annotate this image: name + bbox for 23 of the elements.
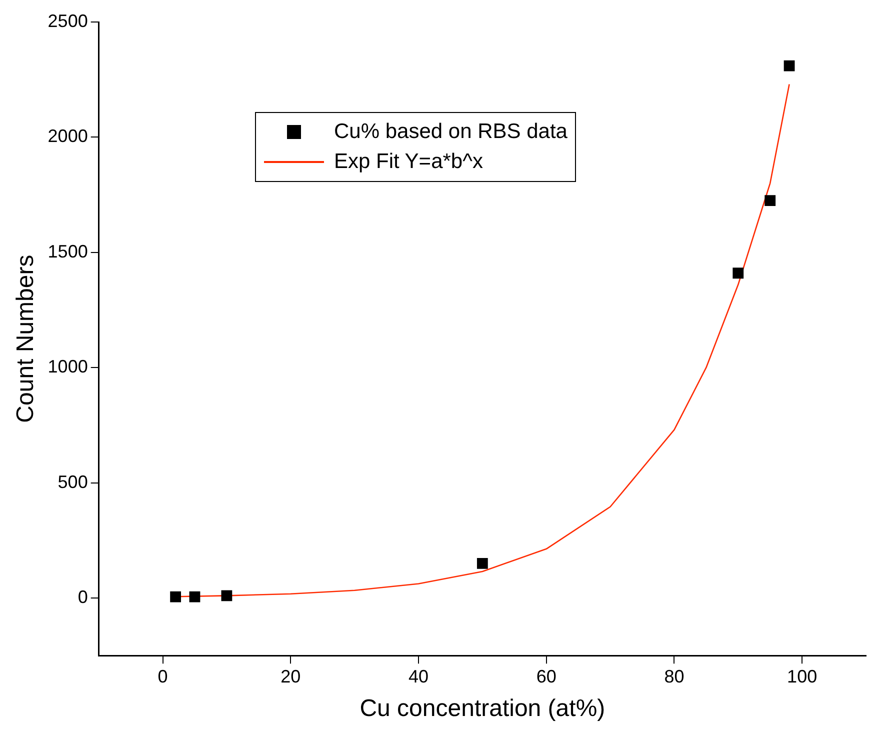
y-axis-title: Count Numbers	[12, 254, 40, 423]
point	[764, 195, 776, 206]
y-tick-label: 500	[58, 472, 88, 492]
point	[732, 268, 744, 279]
point	[189, 591, 200, 602]
y-tick-label: 1500	[48, 241, 88, 262]
legend-label: Exp Fit Y=a*b^x	[334, 150, 483, 174]
y-tick-label: 1000	[48, 356, 88, 377]
point	[170, 591, 182, 602]
point	[784, 60, 795, 72]
y-tick-label: 0	[78, 586, 88, 607]
x-tick-label: 0	[158, 666, 168, 686]
point	[476, 558, 488, 569]
point	[221, 590, 232, 602]
x-tick-label: 80	[664, 666, 684, 686]
x-tick-label: 40	[408, 666, 429, 686]
x-axis-title: Cu concentration (at%)	[360, 695, 606, 722]
legend-label: Cu% based on RBS data	[334, 120, 568, 144]
y-tick-label: 2000	[48, 126, 88, 146]
x-tick-label: 100	[787, 666, 818, 686]
x-tick-label: 20	[280, 666, 301, 686]
y-tick-label: 2500	[48, 10, 88, 31]
x-tick-label: 60	[536, 666, 556, 686]
